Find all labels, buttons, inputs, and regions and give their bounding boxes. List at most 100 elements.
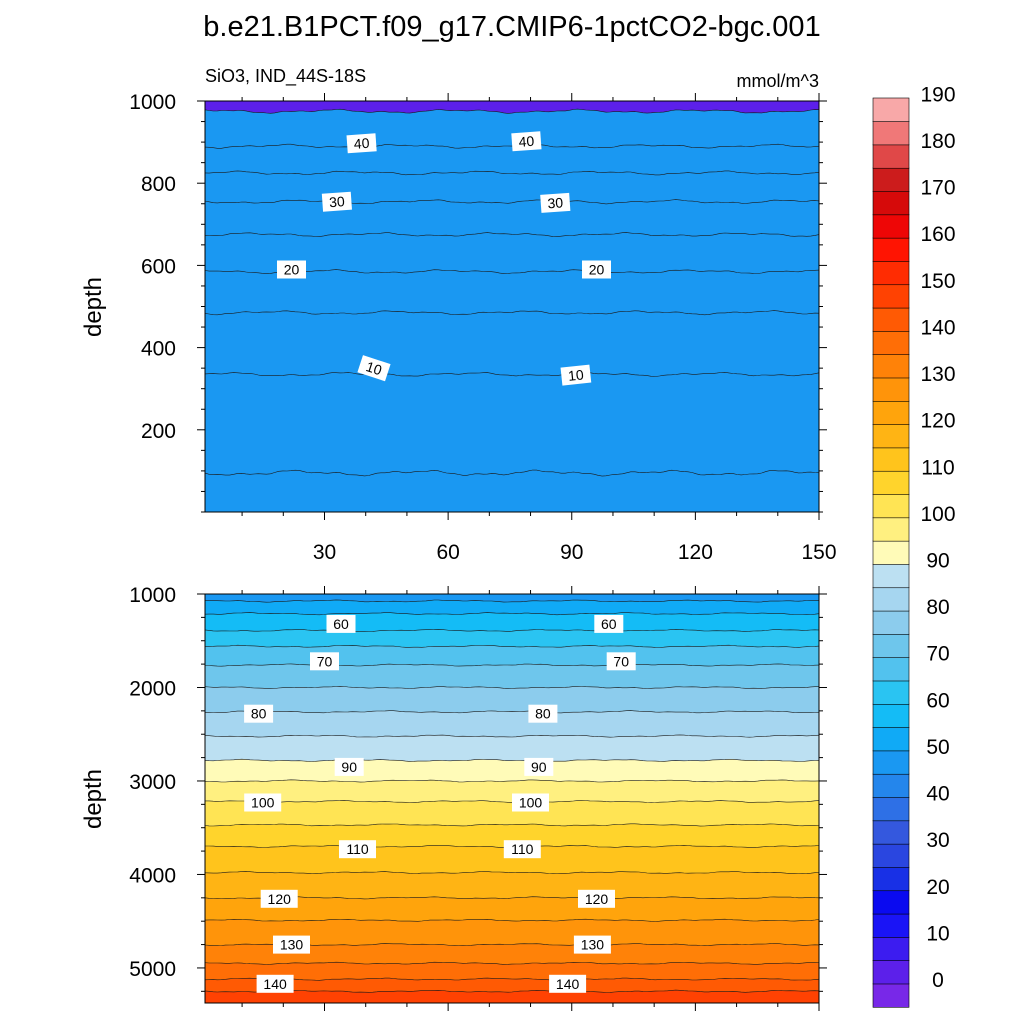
contour-label-text: 110	[346, 841, 369, 857]
colorbar-box	[872, 237, 910, 262]
colorbar-box	[872, 680, 910, 705]
contour-label-text: 120	[268, 891, 292, 907]
contour-label-text: 120	[585, 891, 609, 907]
colorbar-label: 20	[926, 876, 949, 899]
x-tick-label: 120	[678, 541, 713, 564]
colorbar-label: 10	[926, 922, 949, 945]
colorbar-box	[872, 796, 910, 822]
contour-label-lower: 90	[334, 757, 364, 776]
colorbar-box	[872, 890, 910, 915]
contour-upper-5	[205, 469, 819, 477]
band-upper-9	[205, 109, 819, 512]
contour-label-lower: 110	[339, 840, 376, 859]
y-tick-label: 200	[141, 420, 176, 443]
contour-label-text: 80	[535, 706, 551, 722]
contour-upper-45	[205, 108, 819, 114]
colorbar-box	[872, 540, 910, 565]
contour-label-lower: 90	[524, 757, 554, 776]
contour-label-text: 60	[601, 616, 617, 632]
units-label: mmol/m^3	[737, 71, 819, 91]
contour-label-text: 100	[519, 795, 543, 811]
contour-upper-20	[205, 269, 819, 275]
colorbar-label: 0	[932, 969, 944, 992]
contour-label-lower: 100	[512, 793, 549, 812]
contour-label-upper: 20	[277, 260, 306, 279]
contour-label-upper: 10	[357, 355, 391, 382]
colorbar-label: 150	[920, 270, 955, 293]
contour-upper-10	[205, 371, 819, 377]
colorbar-box	[872, 167, 910, 192]
contour-lower-75	[205, 685, 819, 689]
contour-label-text: 100	[251, 795, 275, 811]
colorbar-label: 120	[920, 410, 955, 433]
lower-y-axis-label: depth	[80, 769, 107, 829]
colorbar-box	[872, 214, 910, 239]
colorbar-box	[872, 960, 910, 985]
contour-label-text: 140	[263, 976, 287, 992]
colorbar-box	[872, 587, 910, 612]
colorbar-label: 160	[920, 223, 955, 246]
colorbar-box	[872, 657, 910, 682]
colorbar-box	[872, 983, 910, 1008]
contour-lower-85	[205, 734, 819, 738]
contour-upper-15	[205, 310, 819, 316]
contour-label-lower: 130	[573, 935, 611, 954]
colorbar-box	[872, 517, 910, 542]
colorbar-label: 50	[926, 736, 949, 759]
colorbar-box	[872, 843, 910, 868]
colorbar-box	[872, 260, 910, 286]
contour-label-lower: 60	[594, 614, 624, 633]
contour-lower-80	[205, 710, 819, 714]
contour-lower-105	[205, 823, 819, 827]
contour-upper-35	[205, 170, 819, 176]
contour-label-text: 20	[589, 262, 605, 278]
contour-label-text: 30	[329, 193, 346, 210]
contour-upper-25	[205, 232, 819, 238]
contour-label-text: 130	[581, 937, 605, 953]
contour-label-lower: 100	[244, 793, 282, 812]
colorbar-label: 30	[926, 829, 949, 852]
contour-label-upper: 30	[321, 191, 352, 212]
y-tick-label: 3000	[129, 771, 176, 794]
contour-label-upper: 20	[582, 260, 611, 279]
contour-label-text: 10	[567, 366, 584, 384]
y-tick-label: 1000	[129, 584, 176, 607]
contour-lower-115	[205, 871, 819, 875]
colorbar-label: 170	[920, 177, 955, 200]
colorbar-box	[872, 773, 910, 798]
y-tick-label: 600	[141, 255, 176, 278]
colorbar-box	[872, 820, 910, 845]
contour-lower-120	[205, 896, 819, 900]
colorbar-box	[872, 284, 910, 309]
contour-label-lower: 70	[606, 652, 636, 671]
contour-label-text: 80	[251, 706, 267, 722]
contour-lower-140	[205, 977, 819, 981]
contour-lower-90	[205, 758, 819, 762]
contour-label-lower: 140	[549, 974, 587, 993]
contour-label-lower: 120	[578, 889, 615, 908]
colorbar-label: 70	[926, 643, 949, 666]
contour-label-lower: 70	[310, 652, 339, 671]
contour-label-text: 140	[556, 976, 580, 992]
band-lower-20	[205, 990, 819, 1003]
colorbar-label: 80	[926, 596, 949, 619]
contour-label-text: 130	[280, 937, 304, 953]
colorbar-box	[872, 307, 910, 332]
lower-plot-frame	[204, 593, 820, 1004]
contour-label-text: 10	[364, 358, 384, 378]
colorbar-box	[872, 633, 910, 658]
contour-label-text: 20	[284, 262, 300, 278]
contour-label-upper: 10	[560, 364, 592, 386]
x-tick-label: 150	[801, 541, 836, 564]
colorbar-box	[872, 727, 910, 752]
contour-label-text: 70	[613, 653, 629, 669]
y-tick-label: 4000	[129, 864, 176, 887]
contour-label-text: 60	[333, 616, 349, 632]
contour-lower-95	[205, 779, 819, 783]
colorbar-label: 60	[926, 689, 949, 712]
colorbar-box	[872, 936, 910, 961]
contour-label-text: 40	[518, 133, 535, 150]
colorbar-label: 100	[920, 503, 955, 526]
contour-label-text: 90	[341, 759, 357, 775]
contour-lower-70	[205, 663, 819, 667]
